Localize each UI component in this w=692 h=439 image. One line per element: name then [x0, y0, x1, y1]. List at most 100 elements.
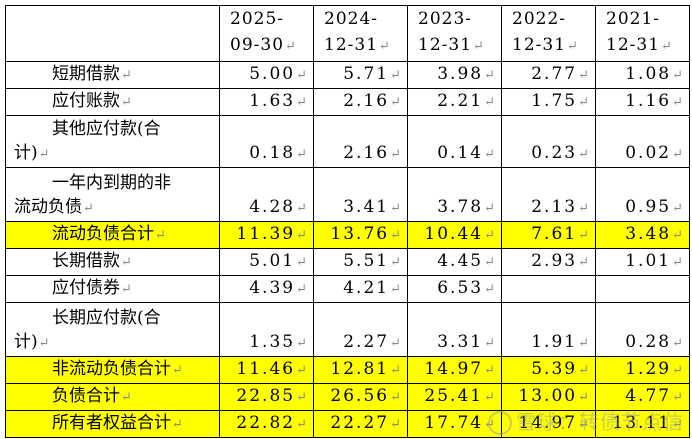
cell-value: 13.00 — [518, 386, 578, 406]
cell-value: 2.27 — [343, 332, 390, 352]
value-cell: 22.85↵ — [219, 383, 314, 411]
value-cell: 1.08↵ — [595, 61, 690, 89]
paragraph-mark: ↵ — [672, 147, 683, 162]
paragraph-mark: ↵ — [578, 390, 589, 405]
paragraph-mark: ↵ — [121, 282, 132, 297]
cell-value: 26.56 — [330, 386, 390, 406]
paragraph-mark: ↵ — [390, 228, 401, 243]
value-cell: 1.75↵ — [501, 88, 596, 116]
table-row: 一年内到期的非 流动负债↵ 4.28↵ 3.41↵ 3.78↵ 2.13↵ 0.95↵ — [5, 167, 690, 222]
cell-value: 13.76 — [330, 224, 390, 244]
cell-value: 2.77 — [531, 64, 578, 84]
row-label: 应付债券 — [52, 278, 120, 298]
paragraph-mark: ↵ — [672, 417, 683, 432]
row-label-cell: 所有者权益合计↵ — [5, 410, 220, 438]
cell-value: 1.16 — [625, 91, 672, 111]
paragraph-mark: ↵ — [484, 363, 495, 378]
paragraph-mark: ↵ — [672, 363, 683, 378]
cell-value: 12.81 — [330, 359, 390, 379]
table-row: 长期应付款(合 计)↵ 1.35↵ 2.27↵ 3.31↵ 1.91↵ 0.28↵ — [5, 302, 690, 357]
paragraph-mark: ↵ — [296, 68, 307, 83]
value-cell: 2.16↵ — [313, 88, 408, 116]
paragraph-mark: ↵ — [578, 147, 589, 162]
row-label-cell: 应付债券↵ — [5, 275, 220, 303]
cell-value: 4.39 — [249, 278, 296, 298]
paragraph-mark: ↵ — [121, 390, 132, 405]
row-label-cell: 流动负债合计↵ — [5, 221, 220, 249]
row-label-continued: 计) — [14, 332, 38, 352]
value-cell: 13.11↵ — [595, 410, 690, 438]
cell-value: 1.01 — [625, 251, 672, 271]
cell-value: 0.95 — [625, 197, 672, 217]
row-label-cell: 非流动负债合计↵ — [5, 356, 220, 384]
cell-value: 1.63 — [249, 91, 296, 111]
cell-value: 13.11 — [612, 413, 672, 433]
cell-value: 3.48 — [625, 224, 672, 244]
value-cell: 2.93↵ — [501, 248, 596, 276]
cell-value: 3.98 — [437, 64, 484, 84]
paragraph-mark: ↵ — [296, 390, 307, 405]
value-cell: 1.01↵ — [595, 248, 690, 276]
value-cell: 7.61↵ — [501, 221, 596, 249]
paragraph-mark: ↵ — [296, 255, 307, 270]
row-label: 流动负债合计 — [52, 224, 154, 244]
paragraph-mark: ↵ — [83, 201, 94, 216]
value-cell: 2.16↵ — [313, 115, 408, 168]
paragraph-mark: ↵ — [484, 282, 495, 297]
paragraph-mark: ↵ — [296, 336, 307, 351]
value-cell: 13.76↵ — [313, 221, 408, 249]
paragraph-mark: ↵ — [38, 336, 50, 351]
cell-value: 3.78 — [437, 197, 484, 217]
cell-value: 0.02 — [625, 143, 672, 163]
value-cell: 0.18↵ — [219, 115, 314, 168]
value-cell — [595, 275, 690, 303]
header-cell: 2024- 12-31↵ — [313, 5, 408, 62]
value-cell: 4.21↵ — [313, 275, 408, 303]
paragraph-mark: ↵ — [484, 147, 495, 162]
paragraph-mark: ↵ — [390, 390, 401, 405]
table-row: 应付债券↵ 4.39↵ 4.21↵ 6.53↵ — [5, 275, 690, 303]
row-label-cell: 长期借款↵ — [5, 248, 220, 276]
paragraph-mark: ↵ — [578, 68, 589, 83]
cell-value: 22.82 — [236, 413, 296, 433]
cell-value: 5.01 — [249, 251, 296, 271]
value-cell: 4.45↵ — [407, 248, 502, 276]
paragraph-mark: ↵ — [578, 417, 589, 432]
value-cell: 0.02↵ — [595, 115, 690, 168]
value-cell: 5.01↵ — [219, 248, 314, 276]
cell-value: 2.13 — [531, 197, 578, 217]
value-cell: 2.13↵ — [501, 167, 596, 222]
value-cell: 3.31↵ — [407, 302, 502, 357]
paragraph-mark: ↵ — [390, 95, 401, 110]
paragraph-mark: ↵ — [672, 336, 683, 351]
value-cell: 17.74↵ — [407, 410, 502, 438]
paragraph-mark: ↵ — [390, 147, 401, 162]
cell-value: 1.35 — [249, 332, 296, 352]
paragraph-mark: ↵ — [578, 363, 589, 378]
cell-value: 5.51 — [343, 251, 390, 271]
table-row: 非流动负债合计↵ 11.46↵ 12.81↵ 14.97↵ 5.39↵ 1.29↵ — [5, 356, 690, 384]
paragraph-mark: ↵ — [296, 363, 307, 378]
paragraph-mark: ↵ — [121, 95, 132, 110]
value-cell: 1.29↵ — [595, 356, 690, 384]
value-cell — [501, 275, 596, 303]
row-label: 所有者权益合计 — [52, 413, 171, 433]
paragraph-mark: ↵ — [672, 68, 683, 83]
value-cell: 3.48↵ — [595, 221, 690, 249]
header-cell: 2021- 12-31↵ — [595, 5, 690, 62]
row-label: 短期借款 — [52, 64, 120, 84]
cell-value: 5.00 — [249, 64, 296, 84]
cell-value: 0.23 — [531, 143, 578, 163]
header-cell: 2023- 12-31↵ — [407, 5, 502, 62]
cell-value: 11.46 — [236, 359, 296, 379]
value-cell: 5.71↵ — [313, 61, 408, 89]
paragraph-mark: ↵ — [390, 68, 401, 83]
cell-value: 0.14 — [437, 143, 484, 163]
paragraph-mark: ↵ — [296, 228, 307, 243]
paragraph-mark: ↵ — [484, 255, 495, 270]
cell-value: 5.71 — [343, 64, 390, 84]
cell-value: 4.45 — [437, 251, 484, 271]
table-row: 流动负债合计↵ 11.39↵ 13.76↵ 10.44↵ 7.61↵ 3.48↵ — [5, 221, 690, 249]
value-cell: 2.27↵ — [313, 302, 408, 357]
